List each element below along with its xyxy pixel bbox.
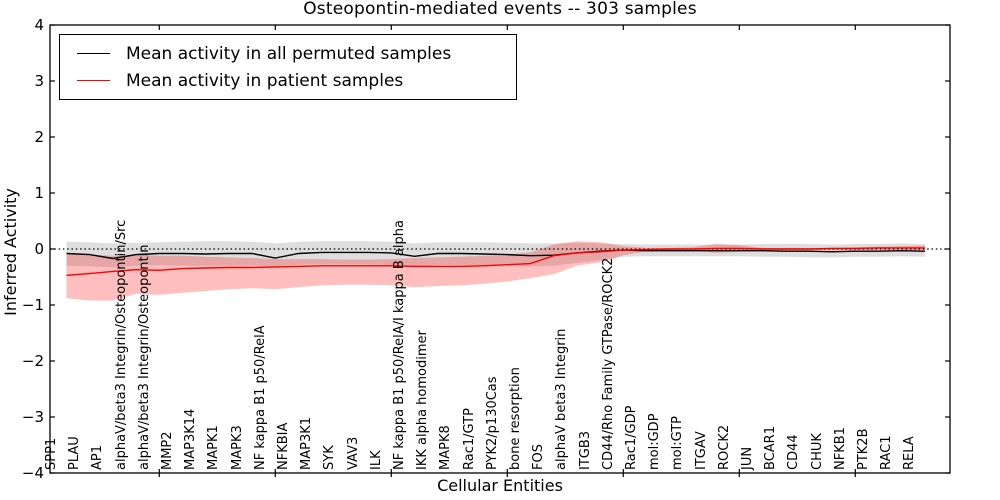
x-category-label: PLAU <box>67 436 83 470</box>
x-category-label: VAV3 <box>345 436 361 470</box>
y-tick-label: 4 <box>34 16 44 34</box>
x-category-label: bone resorption <box>508 367 523 470</box>
legend-label: Mean activity in patient samples <box>126 70 404 91</box>
x-category-label: CD44/Rho Family GTPase/ROCK2 <box>600 257 616 470</box>
x-category-label: PTK2B <box>856 428 871 471</box>
x-category-label: NF kappa B1 p50/RelA <box>252 325 268 470</box>
x-category-label: NFKB1 <box>832 427 848 470</box>
chart-title: Osteopontin-mediated events -- 303 sampl… <box>303 0 697 19</box>
y-tick-label: −4 <box>21 464 44 482</box>
x-category-label: NFKBIA <box>276 422 291 470</box>
x-category-label: Rac1/GDP <box>624 405 639 470</box>
x-category-label: ITGAV <box>693 431 709 470</box>
x-category-label: MAP3K14 <box>183 408 199 470</box>
x-category-label: CD44 <box>786 434 802 470</box>
x-category-label: ROCK2 <box>716 424 732 470</box>
x-category-label: BCAR1 <box>763 426 779 470</box>
y-tick-label: −2 <box>21 352 44 370</box>
x-category-label: RAC1 <box>879 435 895 470</box>
x-category-label: NF kappa B1 p50/RelA/I kappa B alpha <box>392 220 407 470</box>
x-category-label: IKK alpha homodimer <box>415 330 431 470</box>
y-axis-label: Inferred Activity <box>1 188 20 316</box>
y-tick-label: 2 <box>34 128 44 146</box>
x-category-label: RELA <box>902 436 918 470</box>
x-category-label: Rac1/GTP <box>461 408 477 470</box>
legend-item: Mean activity in patient samples <box>60 67 516 94</box>
legend: Mean activity in all permuted samples Me… <box>59 34 517 100</box>
x-category-label: MMP2 <box>160 431 175 470</box>
x-category-label: ITGB3 <box>577 430 593 470</box>
x-category-label: AP1 <box>90 444 106 470</box>
x-category-label: alphaV/beta3 Integrin/Osteopontin/Src <box>113 219 129 470</box>
x-category-label: mol:GDP <box>647 413 663 470</box>
x-category-label: SYK <box>322 445 338 470</box>
x-category-label: SPP1 <box>44 437 59 470</box>
y-tick-label: 0 <box>34 240 44 258</box>
x-category-label: MAPK3 <box>229 425 245 470</box>
x-category-label: alphaV beta3 Integrin <box>554 328 570 470</box>
y-tick-label: −1 <box>21 296 44 314</box>
y-tick-label: 3 <box>34 72 44 90</box>
x-category-label: MAP3K1 <box>299 416 315 470</box>
legend-line-swatch-patient <box>77 80 110 81</box>
x-category-label: CHUK <box>809 433 825 470</box>
legend-line-swatch-permuted <box>77 53 110 54</box>
x-category-label: JUN <box>740 446 755 470</box>
x-category-label: alphaV/beta3 Integrin/Osteopontin <box>136 244 152 470</box>
x-category-label: ILK <box>368 450 384 470</box>
x-category-label: mol:GTP <box>670 416 686 470</box>
x-axis-label: Cellular Entities <box>437 476 563 495</box>
x-category-label: MAPK8 <box>438 425 454 470</box>
x-category-label: MAPK1 <box>206 425 222 470</box>
y-tick-label: −3 <box>21 408 44 426</box>
x-category-label: PYK2/p130Cas <box>484 376 500 470</box>
y-tick-label: 1 <box>34 184 44 202</box>
x-category-label: FOS <box>531 444 547 470</box>
legend-label: Mean activity in all permuted samples <box>126 43 452 64</box>
legend-item: Mean activity in all permuted samples <box>60 40 516 67</box>
